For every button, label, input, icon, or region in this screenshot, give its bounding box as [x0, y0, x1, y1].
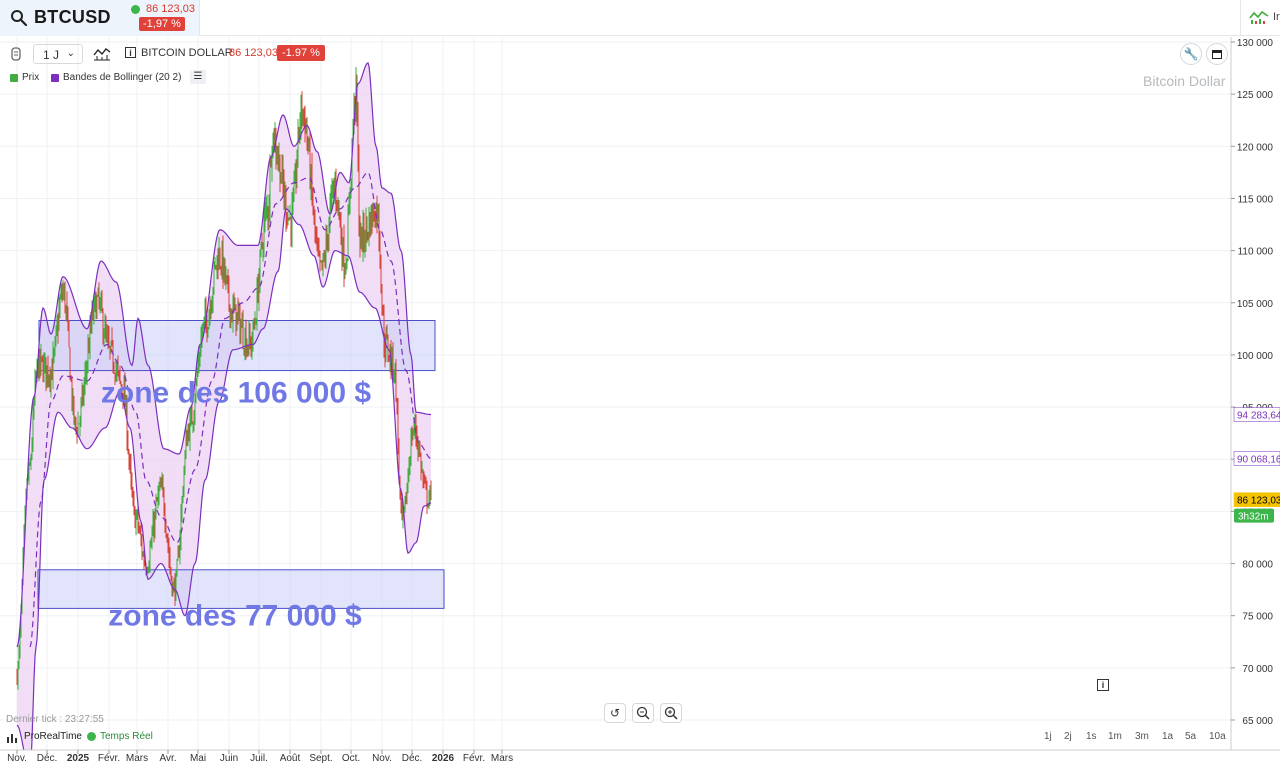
right-panel-tab[interactable]: [1240, 0, 1280, 36]
instrument-change-badge: -1.97 %: [277, 45, 325, 61]
x-tick-label: Déc.: [37, 753, 58, 764]
info-icon[interactable]: i: [125, 47, 136, 58]
bollinger-upper-line: [16, 62, 432, 648]
symbol-search-box[interactable]: BTCUSD 86 123,03 -1,97 %: [0, 0, 200, 36]
price-markers: 94 283,64 90 068,16 86 123,03 3h32m: [1233, 407, 1280, 523]
chart-thumbnail-icon[interactable]: [1249, 9, 1269, 25]
y-tick-label: 75 000: [1242, 612, 1273, 623]
period-button[interactable]: 3m: [1135, 731, 1149, 742]
y-tick-label: 105 000: [1237, 299, 1274, 310]
grid: [0, 37, 1231, 750]
price-marker-label: 94 283,64: [1237, 411, 1280, 422]
y-tick-label: 70 000: [1242, 664, 1273, 675]
zoom-out-icon[interactable]: [632, 703, 654, 723]
symbol-name: BTCUSD: [34, 7, 111, 27]
x-tick-label: Nov.: [372, 753, 392, 764]
chart-info-icon[interactable]: i: [1097, 679, 1109, 691]
bollinger-band-fill: [17, 62, 431, 750]
timeframe-value: 1 J: [43, 48, 60, 62]
toolbar-grip-icon[interactable]: [10, 47, 22, 61]
x-tick-label: Juil.: [250, 753, 268, 764]
bollinger-middle-line: [29, 171, 432, 648]
x-tick-label: 2026: [432, 753, 455, 764]
y-tick-label: 115 000: [1238, 194, 1274, 205]
instrument-name: BITCOIN DOLLAR: [141, 47, 233, 59]
zoom-in-icon[interactable]: [660, 703, 682, 723]
legend-bollinger-swatch: [51, 74, 59, 82]
legend-bollinger-label[interactable]: Bandes de Bollinger (20 2): [63, 72, 182, 83]
bollinger-lower-line: [16, 208, 432, 750]
window-icon[interactable]: [1206, 43, 1228, 65]
x-tick-label: Mai: [190, 753, 206, 764]
y-axis[interactable]: 130 000 125 000 120 000 115 000 110 000 105 0…: [1231, 38, 1273, 727]
legend-menu-icon[interactable]: ☰: [190, 70, 206, 84]
period-button[interactable]: 1m: [1108, 731, 1122, 742]
period-button[interactable]: 1a: [1162, 731, 1174, 742]
period-button[interactable]: 10a: [1209, 731, 1226, 742]
chart-watermark: Bitcoin Dollar: [1143, 73, 1226, 89]
price-marker-tag: [1233, 451, 1280, 466]
x-tick-label: Févr.: [463, 753, 485, 764]
y-tick-label: 80 000: [1242, 560, 1273, 571]
zones-layer: [37, 320, 445, 609]
right-panel-label: Ir: [1273, 11, 1280, 23]
search-icon[interactable]: [10, 9, 28, 27]
x-tick-label: Mars: [126, 753, 148, 764]
legend-price-label[interactable]: Prix: [22, 72, 40, 83]
y-tick-label: 65 000: [1242, 716, 1273, 727]
top-bar: BTCUSD 86 123,03 -1,97 % Ir: [0, 0, 1280, 36]
timeframe-select[interactable]: 1 J ⌄: [33, 44, 83, 64]
x-tick-label: Avr.: [159, 753, 176, 764]
x-tick-label: Févr.: [98, 753, 120, 764]
live-status-dot: [131, 5, 140, 14]
x-tick-label: Août: [280, 753, 301, 764]
zone-annotation: zone des 106 000 $: [101, 376, 371, 409]
realtime-status-dot: [87, 732, 96, 741]
price-marker-tag: [1233, 407, 1280, 422]
y-tick-label: 130 000: [1237, 38, 1274, 49]
wrench-icon[interactable]: 🔧: [1180, 43, 1202, 65]
chevron-down-icon: ⌄: [66, 48, 75, 59]
candles-layer: [16, 66, 432, 690]
period-button[interactable]: 2j: [1064, 731, 1072, 742]
y-tick-label: 110 000: [1238, 247, 1274, 258]
y-tick-label: 100 000: [1237, 351, 1274, 362]
price-marker-label: 90 068,16: [1237, 455, 1280, 466]
period-button[interactable]: 5a: [1185, 731, 1197, 742]
x-tick-label: Juin: [220, 753, 238, 764]
chart-type-icon[interactable]: [93, 45, 111, 61]
brand-name: ProRealTime: [24, 731, 82, 742]
x-tick-label: 2025: [67, 753, 90, 764]
instrument-price: 86 123,03: [229, 47, 278, 59]
timer-label: 3h32m: [1238, 512, 1269, 523]
timer-tag: [1234, 508, 1274, 523]
y-tick-label: 125 000: [1237, 90, 1274, 101]
x-tick-label: Sept.: [309, 753, 332, 764]
price-marker-tag: [1233, 492, 1280, 507]
prorealtime-logo-icon: [6, 732, 20, 744]
period-button[interactable]: 1j: [1044, 731, 1052, 742]
x-tick-label: Nov.: [7, 753, 27, 764]
last-tick-label: Dernier tick : 23:27:55: [6, 714, 104, 725]
header-change-badge: -1,97 %: [139, 17, 185, 31]
header-price: 86 123,03: [146, 3, 195, 15]
period-button[interactable]: 1s: [1086, 731, 1097, 742]
x-axis[interactable]: Nov. Déc. 2025 Févr. Mars Avr. Mai Juin Juil. Aoû…: [7, 750, 513, 764]
x-tick-label: Mars: [491, 753, 513, 764]
reset-zoom-icon[interactable]: ↺: [604, 703, 626, 723]
annotations-layer: zone des 106 000 $ zone des 77 000 $: [101, 376, 371, 632]
zone-annotation: zone des 77 000 $: [108, 600, 362, 633]
price-marker-label: 86 123,03: [1237, 496, 1280, 507]
legend-price-swatch: [10, 74, 18, 82]
realtime-label: Temps Réel: [100, 731, 153, 742]
plot-area[interactable]: [16, 62, 445, 769]
x-tick-label: Oct.: [342, 753, 360, 764]
x-tick-label: Déc.: [402, 753, 423, 764]
price-zone-rect: [37, 569, 445, 609]
y-tick-label: 120 000: [1237, 142, 1274, 153]
